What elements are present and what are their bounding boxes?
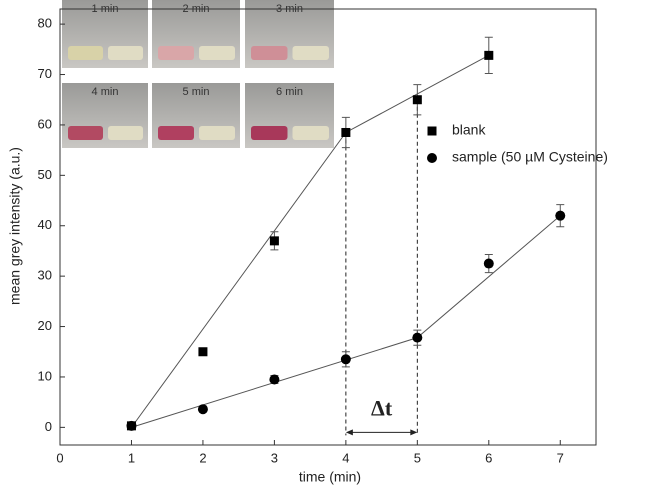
tube-sample	[108, 126, 143, 140]
point	[126, 420, 137, 431]
point	[484, 50, 494, 60]
y-tick-label: 60	[38, 116, 52, 131]
tube-sample	[199, 126, 235, 140]
legend-marker	[427, 153, 437, 163]
tube-sample	[292, 126, 329, 140]
tube-blank	[158, 46, 194, 60]
x-tick-label: 1	[128, 450, 135, 465]
x-tick-label: 6	[485, 450, 492, 465]
inset-label: 6 min	[276, 86, 303, 98]
x-tick-label: 0	[56, 450, 63, 465]
x-tick-label: 5	[414, 450, 421, 465]
x-axis-label: time (min)	[299, 469, 361, 485]
legend-label: blank	[452, 122, 486, 138]
y-tick-label: 70	[38, 66, 52, 81]
point	[341, 127, 351, 137]
tube-blank	[158, 126, 194, 140]
point	[412, 95, 422, 105]
y-tick-label: 10	[38, 368, 52, 383]
point	[555, 210, 566, 221]
legend-marker	[427, 126, 437, 136]
point	[483, 258, 494, 269]
y-tick-label: 30	[38, 268, 52, 283]
tube-blank	[251, 126, 288, 140]
inset-label: 5 min	[183, 86, 210, 98]
y-tick-label: 50	[38, 167, 52, 182]
point	[340, 354, 351, 365]
inset-label: 4 min	[92, 86, 119, 98]
x-tick-label: 4	[342, 450, 349, 465]
y-tick-label: 40	[38, 217, 52, 232]
tube-sample	[108, 46, 143, 60]
point	[269, 374, 280, 385]
y-axis-label: mean grey intensity (a.u.)	[7, 147, 23, 305]
y-tick-label: 80	[38, 16, 52, 31]
point	[198, 347, 208, 357]
x-tick-label: 2	[199, 450, 206, 465]
tube-sample	[292, 46, 329, 60]
x-tick-label: 7	[557, 450, 564, 465]
y-tick-label: 0	[45, 419, 52, 434]
annotation-label: Δt	[371, 395, 393, 420]
tube-sample	[199, 46, 235, 60]
tube-blank	[68, 126, 103, 140]
point	[412, 332, 423, 343]
x-tick-label: 3	[271, 450, 278, 465]
y-tick-label: 20	[38, 318, 52, 333]
legend-label: sample (50 µM Cysteine)	[452, 149, 608, 165]
tube-blank	[68, 46, 103, 60]
plot-frame	[59, 8, 597, 446]
tube-blank	[251, 46, 288, 60]
point	[269, 236, 279, 246]
point	[197, 404, 208, 415]
